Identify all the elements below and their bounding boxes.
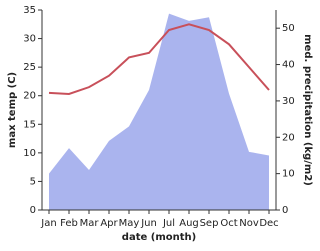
y-tick-label: 5 xyxy=(30,176,36,187)
y-tick-label: 35 xyxy=(23,5,36,16)
x-tick-label: Dec xyxy=(259,218,278,229)
precip-area xyxy=(49,13,269,210)
x-tick-label: Jan xyxy=(40,218,56,229)
y-tick-label: 30 xyxy=(23,34,36,45)
y2-tick-label: 40 xyxy=(282,60,295,71)
chart: date (month) max temp (C) med. precipita… xyxy=(7,5,313,243)
x-tick-label: Jun xyxy=(140,218,157,229)
x-tick-label: Sep xyxy=(200,218,219,229)
y2-tick-label: 30 xyxy=(282,96,295,107)
x-tick-label: Nov xyxy=(239,218,259,229)
y-tick-label: 0 xyxy=(30,205,36,216)
y-tick-label: 25 xyxy=(23,62,36,73)
y-tick-label: 20 xyxy=(23,91,36,102)
x-tick-label: Feb xyxy=(60,218,78,229)
y-tick-label: 15 xyxy=(23,119,36,130)
x-tick-label: Mar xyxy=(80,218,100,229)
y-tick-label: 10 xyxy=(23,148,36,159)
y2-tick-label: 10 xyxy=(282,169,295,180)
x-tick-label: Apr xyxy=(100,218,118,229)
x-tick-label: May xyxy=(119,218,140,229)
y2-tick-label: 50 xyxy=(282,23,295,34)
x-tick-label: Aug xyxy=(179,218,199,229)
y2-tick-label: 0 xyxy=(282,205,288,216)
x-tick-label: Oct xyxy=(220,218,237,229)
temp-line xyxy=(48,23,270,96)
x-tick-label: Jul xyxy=(162,218,175,229)
y2-tick-label: 20 xyxy=(282,132,295,143)
y-axis-label: max temp (C) xyxy=(7,72,18,148)
y2-axis-label: med. precipitation (kg/m2) xyxy=(302,34,313,186)
x-axis-label: date (month) xyxy=(122,232,196,243)
